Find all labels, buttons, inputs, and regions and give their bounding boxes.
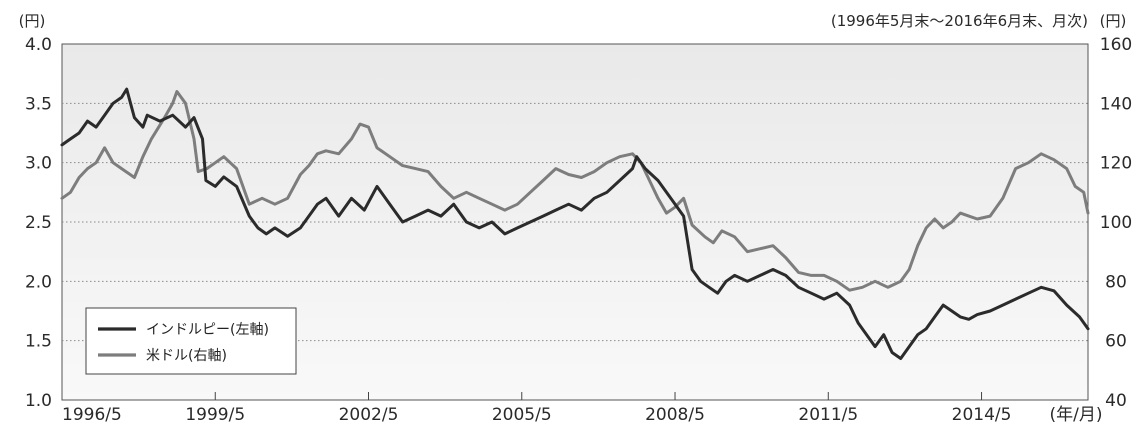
x-axis-ticks [214, 392, 983, 400]
y-right-tick-label: 40 [1105, 391, 1127, 411]
y-left-tick-label: 4.0 [25, 35, 52, 55]
y-left-tick-label: 2.5 [25, 213, 52, 233]
right-axis-unit: (円) [1100, 12, 1127, 30]
series-line-usd [60, 90, 1090, 292]
y-axis-left: 1.0 1.5 2.0 2.5 3.0 3.5 4.0 [25, 35, 52, 411]
left-axis-unit: (円) [19, 12, 46, 30]
y-left-tick-label: 2.0 [25, 272, 52, 292]
legend-label-rupee: インドルピー(左軸) [146, 322, 269, 338]
y-right-tick-label: 160 [1100, 35, 1132, 55]
y-left-tick-label: 3.0 [25, 154, 52, 174]
x-tick-label: 2014/5 [952, 405, 1012, 425]
y-right-tick-label: 100 [1100, 213, 1132, 233]
gridlines [62, 102, 1088, 342]
series-layer [60, 87, 1090, 360]
y-left-tick-label: 3.5 [25, 94, 52, 114]
x-tick-label: 2005/5 [492, 405, 552, 425]
series-line-rupee [60, 87, 1090, 360]
legend: インドルピー(左軸) 米ドル(右軸) [85, 307, 297, 375]
legend-label-usd: 米ドル(右軸) [146, 348, 227, 364]
legend-box [85, 307, 297, 375]
y-left-tick-label: 1.0 [25, 391, 52, 411]
x-axis-unit: (年/月) [1050, 405, 1103, 425]
y-right-tick-label: 60 [1105, 332, 1127, 352]
y-right-tick-label: 80 [1105, 272, 1127, 292]
x-axis: 1996/5 1999/5 2002/5 2005/5 2008/5 2011/5 2014… [62, 405, 1011, 425]
x-tick-label: 1999/5 [185, 405, 245, 425]
x-tick-label: 2011/5 [798, 405, 858, 425]
y-left-tick-label: 1.5 [25, 332, 52, 352]
x-tick-label: 1996/5 [62, 405, 122, 425]
x-tick-label: 2002/5 [339, 405, 399, 425]
y-right-tick-label: 140 [1100, 94, 1132, 114]
y-right-tick-label: 120 [1100, 154, 1132, 174]
period-note: (1996年5月末～2016年6月末、月次) [831, 12, 1088, 30]
y-axis-right: 40 60 80 100 120 140 160 [1100, 35, 1132, 411]
x-tick-label: 2008/5 [645, 405, 705, 425]
